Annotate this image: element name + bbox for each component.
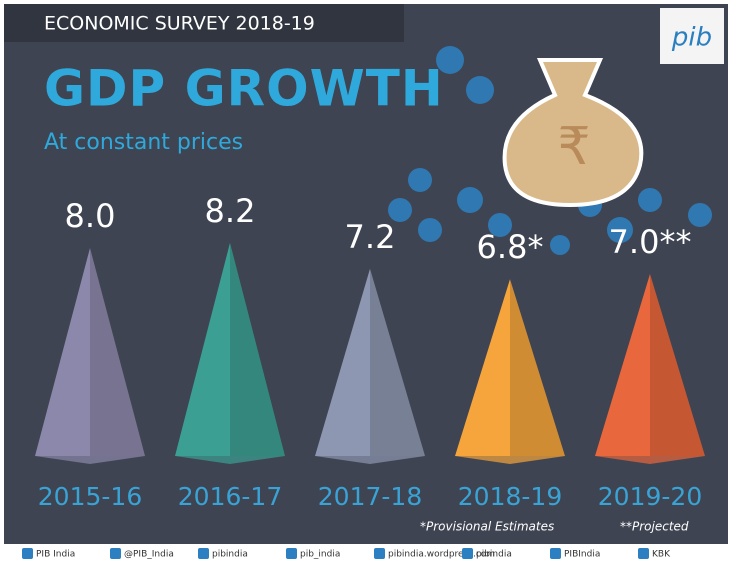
- pyramid-base: [315, 456, 425, 464]
- logo: pib: [671, 23, 712, 53]
- footer-handle: PIB India: [36, 550, 75, 560]
- footer-handle: pibindia: [476, 550, 512, 560]
- pyramid-base: [35, 456, 145, 464]
- value-label: 6.8*: [477, 228, 544, 266]
- footer-icon: [462, 548, 473, 559]
- header-title: ECONOMIC SURVEY 2018-19: [44, 13, 315, 35]
- pyramid-shade: [650, 274, 705, 456]
- value-label: 8.0: [65, 197, 116, 235]
- footer-handle: KBK: [652, 550, 671, 560]
- footer-icon: [286, 548, 297, 559]
- pyramid-shade: [230, 242, 285, 456]
- header-bar: [4, 4, 404, 42]
- category-label: 2018-19: [458, 482, 562, 511]
- value-label: 8.2: [205, 192, 256, 230]
- footer-icon: [374, 548, 385, 559]
- pyramid: [315, 268, 425, 456]
- footer-icon: [638, 548, 649, 559]
- pyramid: [35, 248, 145, 456]
- category-label: 2017-18: [318, 482, 422, 511]
- chart-title: GDP GROWTH: [44, 60, 444, 118]
- money-bag: [502, 58, 644, 208]
- pyramid-shade: [370, 268, 425, 456]
- pyramid: [455, 279, 565, 456]
- footer: PIB India @PIB_India pibindia pib_india pibi…: [22, 548, 671, 560]
- footer-icon: [22, 548, 33, 559]
- footer-bar: [4, 544, 728, 564]
- value-label: 7.0**: [609, 223, 692, 261]
- pyramid: [175, 242, 285, 456]
- category-label: 2019-20: [598, 482, 702, 511]
- footer-icon: [198, 548, 209, 559]
- chart-subtitle: At constant prices: [44, 130, 243, 155]
- category-label: 2016-17: [178, 482, 282, 511]
- pyramid-shade: [90, 248, 145, 456]
- footnote: **Projected: [620, 520, 689, 534]
- footer-handle: pibindia.wordpress.com: [388, 550, 495, 560]
- footer-handle: PIBIndia: [564, 550, 600, 560]
- category-label: 2015-16: [38, 482, 142, 511]
- footer-handle: pibindia: [212, 550, 248, 560]
- footer-handle: pib_india: [300, 550, 340, 560]
- footer-icon: [550, 548, 561, 559]
- rupee-icon: ₹: [557, 117, 590, 177]
- footnote: *Provisional Estimates: [420, 520, 554, 534]
- pyramid-base: [595, 456, 705, 464]
- pyramid: [595, 274, 705, 456]
- pyramid-shade: [510, 279, 565, 456]
- pyramid-base: [455, 456, 565, 464]
- logo-box: [660, 8, 724, 64]
- footer-handle: @PIB_India: [124, 550, 174, 560]
- footer-icon: [110, 548, 121, 559]
- value-label: 7.2: [345, 218, 396, 256]
- pyramid-base: [175, 456, 285, 464]
